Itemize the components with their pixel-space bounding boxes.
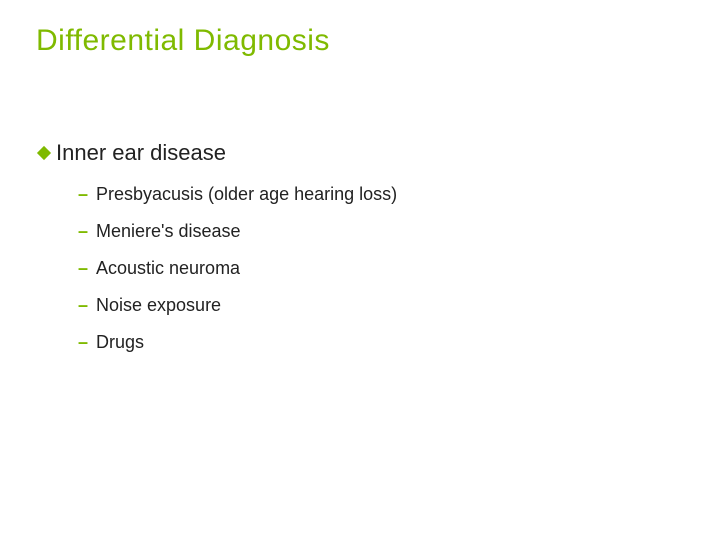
dash-bullet-icon: – bbox=[78, 332, 96, 353]
bullet-main: Inner ear disease bbox=[44, 140, 604, 166]
dash-bullet-icon: – bbox=[78, 295, 96, 316]
sub-item-label: Acoustic neuroma bbox=[96, 258, 240, 279]
list-item: – Meniere's disease bbox=[78, 221, 604, 242]
sub-item-label: Drugs bbox=[96, 332, 144, 353]
list-item: – Drugs bbox=[78, 332, 604, 353]
list-item: – Acoustic neuroma bbox=[78, 258, 604, 279]
slide-title: Differential Diagnosis bbox=[36, 24, 330, 58]
bullet-main-label: Inner ear disease bbox=[56, 140, 226, 166]
dash-bullet-icon: – bbox=[78, 184, 96, 205]
sub-item-label: Noise exposure bbox=[96, 295, 221, 316]
dash-bullet-icon: – bbox=[78, 258, 96, 279]
sub-item-label: Meniere's disease bbox=[96, 221, 241, 242]
sub-item-label: Presbyacusis (older age hearing loss) bbox=[96, 184, 397, 205]
list-item: – Noise exposure bbox=[78, 295, 604, 316]
content-area: Inner ear disease – Presbyacusis (older … bbox=[44, 140, 604, 369]
dash-bullet-icon: – bbox=[78, 221, 96, 242]
sub-list: – Presbyacusis (older age hearing loss) … bbox=[78, 184, 604, 353]
list-item: – Presbyacusis (older age hearing loss) bbox=[78, 184, 604, 205]
slide: Differential Diagnosis Inner ear disease… bbox=[0, 0, 720, 540]
